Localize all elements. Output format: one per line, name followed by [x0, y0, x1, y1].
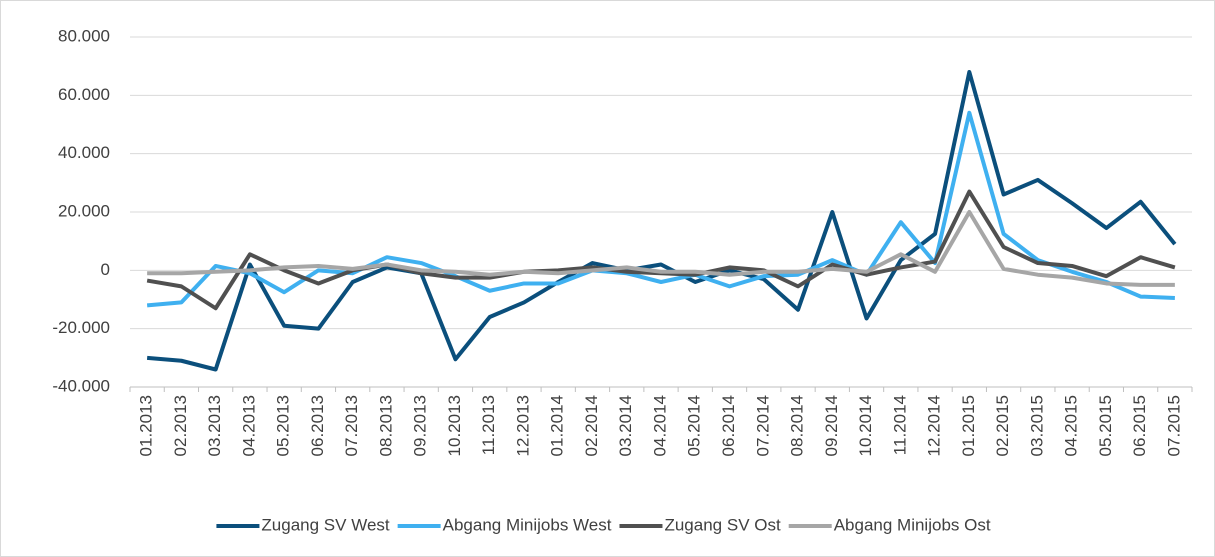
x-tick-label: 01.2015: [959, 395, 978, 456]
x-tick-label: 06.2015: [1130, 395, 1149, 456]
x-tick-label: 03.2015: [1027, 395, 1046, 456]
y-tick-label: 60.000: [58, 85, 110, 104]
x-tick-label: 07.2014: [753, 395, 772, 456]
x-tick-label: 11.2013: [479, 395, 498, 455]
x-tick-label: 02.2015: [993, 395, 1012, 456]
x-tick-label: 08.2013: [376, 395, 395, 456]
x-tick-label: 06.2014: [719, 395, 738, 456]
legend-label: Zugang SV Ost: [664, 515, 781, 534]
x-tick-label: 12.2014: [925, 395, 944, 456]
x-tick-label: 04.2015: [1062, 395, 1081, 456]
y-tick-label: -20.000: [52, 318, 110, 337]
x-tick-label: 08.2014: [788, 395, 807, 456]
x-tick-label: 04.2013: [239, 395, 258, 456]
y-tick-label: -40.000: [52, 376, 110, 395]
x-tick-label: 09.2014: [822, 395, 841, 456]
x-tick-label: 04.2014: [650, 395, 669, 456]
x-tick-label: 01.2013: [137, 395, 156, 456]
x-tick-label: 07.2015: [1164, 395, 1183, 456]
legend: Zugang SV West Abgang Minijobs West Zugang…: [216, 515, 991, 534]
x-tick-label: 03.2013: [205, 395, 224, 456]
series-line: [146, 70, 1177, 372]
x-tick-label: 06.2013: [308, 395, 327, 456]
x-tick-label: 05.2015: [1096, 395, 1115, 456]
series-line: [147, 210, 1175, 287]
series-line: [146, 110, 1175, 308]
legend-label: Zugang SV West: [261, 515, 389, 534]
y-tick-label: 20.000: [58, 201, 110, 220]
x-tick-label: 10.2013: [445, 395, 464, 456]
x-tick-label: 02.2013: [171, 395, 190, 456]
x-tick-label: 07.2013: [342, 395, 361, 456]
x-tick-label: 09.2013: [411, 395, 430, 456]
x-tick-label: 02.2014: [582, 395, 601, 456]
x-tick-label: 11.2014: [890, 395, 909, 455]
x-tick-label: 03.2014: [616, 395, 635, 456]
legend-label: Abgang Minijobs West: [443, 515, 612, 534]
x-tick-label: 01.2014: [548, 395, 567, 456]
x-tick-label: 12.2013: [513, 395, 532, 456]
y-tick-label: 40.000: [58, 143, 110, 162]
y-tick-label: 0: [101, 260, 110, 279]
x-tick-label: 10.2014: [856, 395, 875, 456]
y-tick-label: 80.000: [58, 26, 110, 45]
x-tick-label: 05.2013: [274, 395, 293, 456]
x-tick-label: 05.2014: [685, 395, 704, 456]
legend-label: Abgang Minijobs Ost: [834, 515, 991, 534]
